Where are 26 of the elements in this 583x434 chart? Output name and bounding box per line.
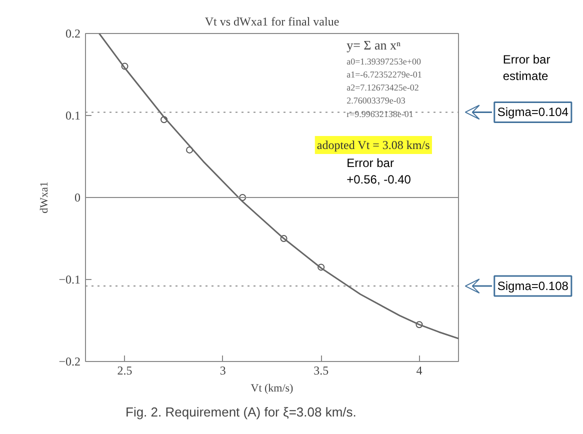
y-tick-label: 0.2 <box>66 26 80 40</box>
annotation: a0=1.39397253e+00 <box>346 56 422 66</box>
annotation: a2=7.12673425e-02 <box>346 82 419 93</box>
text: Error bar <box>502 52 550 67</box>
annotation: +0.56, -0.40 <box>346 172 412 186</box>
y-tick-label: −0.2 <box>58 354 81 368</box>
y-axis-title: dWxa1 <box>38 182 51 214</box>
annotation: Error bar <box>346 156 394 170</box>
annotation: 2.76003379e-03 <box>346 96 406 106</box>
annotation: a1=-6.72352279e-01 <box>346 70 422 80</box>
text: Sigma=0.104 <box>497 105 569 120</box>
x-tick-label: 3.5 <box>314 364 329 378</box>
x-tick-label: 2.5 <box>117 364 132 378</box>
annotation: adopted Vt = 3.08 km/s <box>316 138 430 152</box>
x-axis-title: Vt (km/s) <box>250 382 294 394</box>
y-tick-label: −0.1 <box>58 272 81 286</box>
x-tick-label: 4 <box>416 364 422 378</box>
chart-title: Vt vs dWxa1 for final value <box>204 14 340 28</box>
text: estimate <box>502 69 549 84</box>
y-tick-label: 0.1 <box>66 108 80 122</box>
x-tick-label: 3 <box>220 364 226 378</box>
text: Sigma=0.108 <box>497 279 569 294</box>
caption: Fig. 2. Requirement (A) for ξ=3.08 km/s. <box>126 404 356 420</box>
annotation: y= Σ an xⁿ <box>346 37 401 52</box>
y-tick-label: 0 <box>74 190 80 204</box>
annotation: r=9.99632138e-01 <box>346 108 414 119</box>
